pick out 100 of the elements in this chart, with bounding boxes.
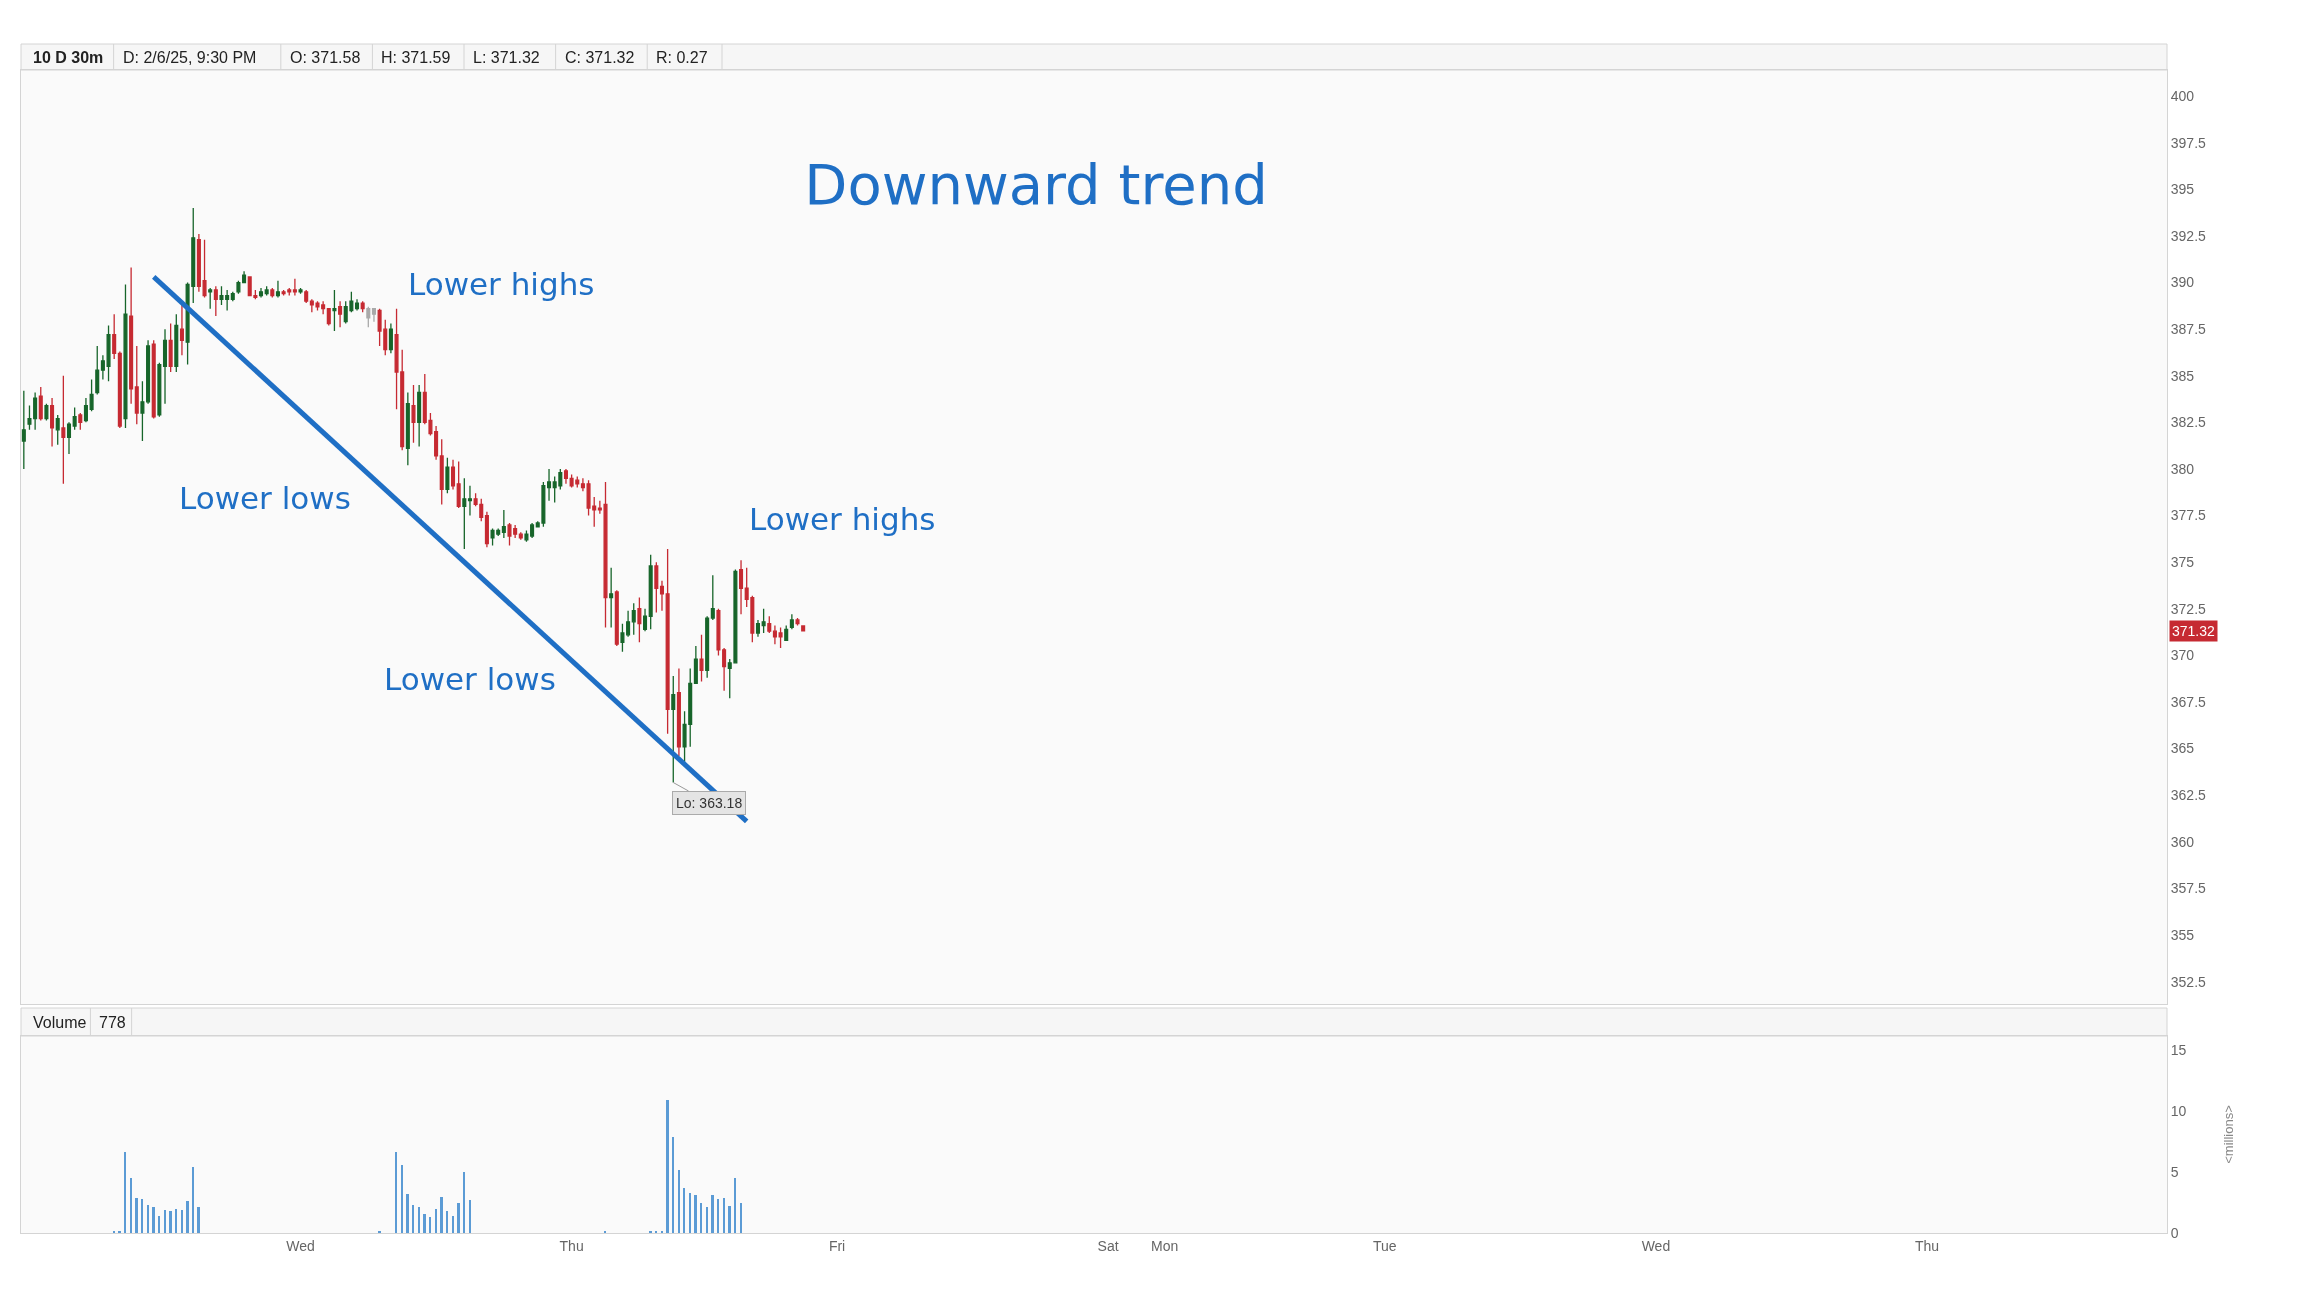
candlestick — [767, 615, 772, 634]
y-tick-label: 382.5 — [2170, 414, 2207, 431]
text: 371.32 — [2172, 623, 2216, 639]
candlestick — [326, 307, 331, 327]
candlestick — [518, 531, 523, 541]
y-tick-label: 385 — [2170, 367, 2195, 384]
candlestick — [38, 386, 43, 422]
candlestick — [547, 468, 552, 502]
candlestick — [710, 574, 715, 621]
candlestick — [112, 313, 117, 360]
candlestick — [637, 596, 642, 643]
y-tick-label: 395 — [2170, 181, 2195, 198]
bar — [175, 1209, 177, 1233]
bar — [186, 1201, 189, 1233]
candlestick — [230, 291, 235, 302]
candlestick — [722, 647, 727, 692]
bar — [401, 1165, 403, 1233]
text: D: 2/6/25, 9:30 PM — [123, 49, 257, 66]
candlestick — [100, 354, 105, 381]
candlestick — [388, 322, 393, 355]
bar — [711, 1195, 714, 1233]
candlestick — [55, 414, 60, 446]
candlestick — [755, 619, 761, 638]
candlestick — [761, 608, 766, 634]
x-tick-label: Sat — [1097, 1237, 1119, 1254]
candlestick — [208, 287, 213, 310]
candlestick — [659, 580, 665, 612]
candlestick — [168, 322, 173, 373]
x-tick-label: Thu — [1914, 1237, 1940, 1254]
bar — [169, 1211, 172, 1233]
text: 778 — [99, 1014, 126, 1031]
bar — [457, 1203, 460, 1233]
y-tick-label: 5 — [2170, 1164, 2179, 1181]
bar — [192, 1167, 194, 1233]
bar — [452, 1216, 454, 1233]
bar — [429, 1217, 431, 1233]
x-tick-label: Fri — [828, 1237, 846, 1254]
bar — [694, 1195, 697, 1233]
candlestick — [620, 623, 625, 653]
bar — [152, 1207, 155, 1233]
candlestick — [360, 300, 365, 314]
annotation: Lo: 363.18 — [676, 795, 743, 811]
bar — [446, 1211, 448, 1233]
y-tick-label: 360 — [2170, 833, 2195, 850]
candlestick — [140, 380, 145, 442]
candlestick — [671, 675, 676, 784]
candlestick — [83, 397, 88, 423]
candlestick — [21, 390, 26, 470]
annotation: Lower highs — [749, 501, 936, 537]
candlestick — [275, 280, 280, 299]
annotation: Lower highs — [408, 266, 595, 302]
y-tick-label: 397.5 — [2170, 134, 2207, 151]
candlestick — [129, 266, 134, 405]
y-tick-label: 387.5 — [2170, 321, 2207, 338]
candlestick — [643, 608, 648, 632]
text: O: 371.58 — [290, 49, 361, 66]
y-tick-label: 400 — [2170, 88, 2195, 104]
candlestick — [157, 362, 162, 418]
candlestick — [784, 624, 789, 642]
candlestick — [676, 667, 681, 757]
candlestick — [462, 477, 467, 550]
candlestick — [264, 285, 269, 297]
text: L: 371.32 — [473, 49, 540, 66]
candlestick — [450, 458, 456, 491]
y-tick-label: 377.5 — [2170, 507, 2207, 524]
bar — [700, 1203, 702, 1233]
candlestick — [609, 567, 614, 629]
y-tick-label: 357.5 — [2170, 880, 2207, 897]
x-tick-label: Wed — [286, 1237, 315, 1254]
candlestick — [716, 608, 721, 657]
candlestick — [739, 559, 744, 616]
text: H: 371.59 — [381, 49, 451, 66]
candlestick — [242, 270, 247, 284]
bar — [141, 1199, 143, 1233]
candlestick — [89, 378, 94, 412]
candlestick — [445, 457, 450, 494]
y-tick-label: 365 — [2170, 740, 2195, 757]
candlestick — [631, 602, 636, 636]
candlestick — [151, 339, 156, 420]
bar — [723, 1198, 725, 1233]
text: C: 371.32 — [565, 49, 635, 66]
candlestick — [530, 522, 535, 539]
bar — [666, 1100, 669, 1233]
candlestick — [270, 287, 275, 299]
candlestick — [371, 307, 376, 323]
text: 10 D 30m — [33, 49, 104, 66]
candlestick — [705, 615, 710, 679]
candlestick — [467, 485, 472, 517]
bar — [728, 1206, 731, 1233]
y-tick-label: 352.5 — [2170, 973, 2207, 990]
bar — [689, 1193, 691, 1233]
bar — [418, 1207, 420, 1233]
candlestick — [654, 561, 659, 614]
y-tick-label: 390 — [2170, 274, 2195, 291]
candlestick — [213, 285, 218, 317]
candlestick — [236, 280, 241, 295]
candlestick — [801, 625, 806, 632]
candlestick — [134, 345, 139, 425]
candlestick — [614, 589, 619, 647]
candlestick — [417, 384, 422, 448]
